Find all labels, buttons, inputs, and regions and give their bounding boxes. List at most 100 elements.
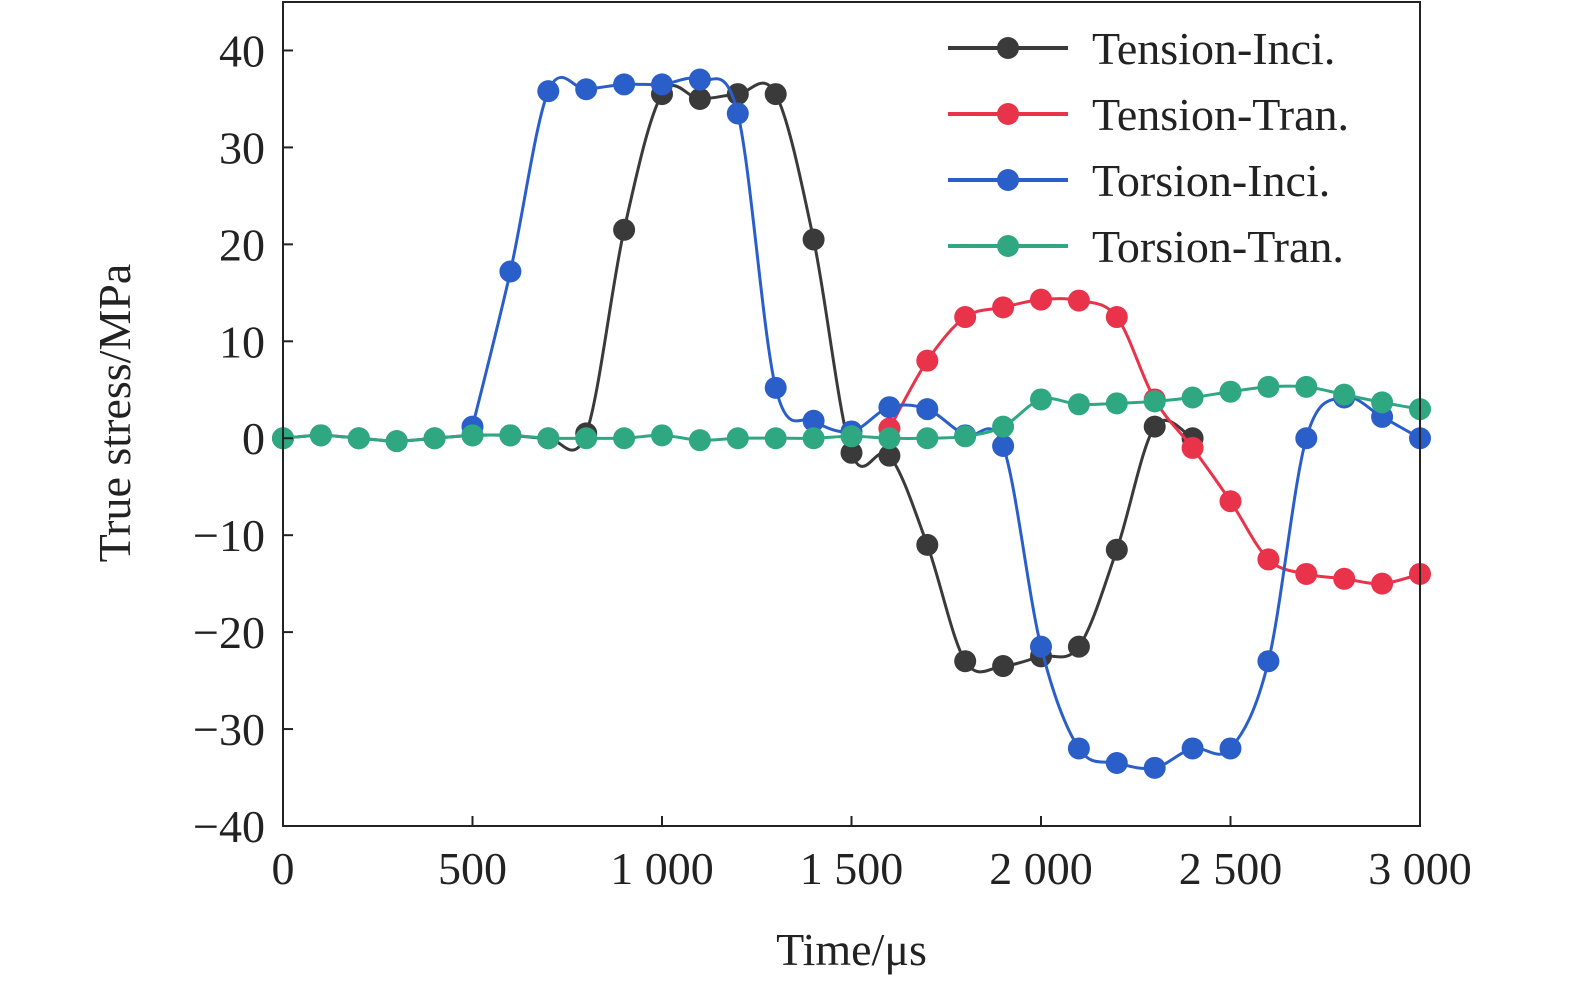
y-tick-label: −20 <box>193 607 265 658</box>
data-point <box>1067 289 1090 312</box>
data-point <box>1105 392 1128 415</box>
legend-label: Tension-Tran. <box>1092 89 1349 140</box>
legend-label: Tension-Inci. <box>1092 23 1335 74</box>
x-tick-label: 0 <box>272 843 295 894</box>
data-point <box>1143 390 1166 413</box>
y-axis-title: True stress/MPa <box>89 264 140 563</box>
x-tick-label: 500 <box>438 843 507 894</box>
data-point <box>764 427 787 450</box>
data-point <box>916 533 939 556</box>
legend-item: Tension-Inci. <box>948 23 1335 74</box>
data-point <box>802 228 825 251</box>
legend-item: Torsion-Tran. <box>948 221 1344 272</box>
y-tick-label: 40 <box>219 25 265 76</box>
data-point <box>1030 288 1052 311</box>
legend-swatch-marker <box>997 235 1019 257</box>
data-point <box>1105 538 1128 561</box>
data-point <box>537 80 560 103</box>
legend-item: Torsion-Inci. <box>948 155 1330 206</box>
y-tick-label: −30 <box>193 704 265 755</box>
x-tick-label: 2 500 <box>1179 843 1283 894</box>
data-point <box>1257 375 1280 398</box>
data-point <box>309 424 332 447</box>
data-point <box>1371 391 1394 414</box>
data-point <box>1067 635 1090 658</box>
data-point <box>1105 751 1128 774</box>
data-point <box>1257 650 1280 673</box>
data-point <box>1105 306 1128 329</box>
data-point <box>1030 635 1052 658</box>
data-point <box>1257 548 1280 571</box>
data-point <box>499 260 522 283</box>
data-point <box>1181 436 1204 459</box>
x-axis: 0 500 1 000 1 500 2 000 2 500 3 000 <box>272 816 1472 894</box>
data-point <box>954 306 977 329</box>
y-tick-label: −40 <box>193 801 265 852</box>
data-point <box>499 424 522 447</box>
series-tension-inci <box>272 81 1204 678</box>
x-tick-label: 2 000 <box>989 843 1093 894</box>
data-point <box>347 427 370 450</box>
data-point <box>726 102 749 125</box>
data-point <box>651 424 673 447</box>
y-axis: −40 −30 −20 −10 0 10 20 30 40 <box>193 25 293 852</box>
data-point <box>954 425 977 448</box>
data-point <box>688 68 711 91</box>
data-point <box>385 430 408 453</box>
data-point <box>916 427 939 450</box>
legend-swatch-marker <box>997 169 1019 191</box>
legend-label: Torsion-Tran. <box>1092 221 1344 272</box>
data-point <box>1219 737 1242 760</box>
data-point <box>651 73 673 96</box>
data-point <box>613 73 636 96</box>
y-tick-label: 0 <box>242 413 265 464</box>
data-point <box>1067 737 1090 760</box>
x-tick-label: 3 000 <box>1368 843 1472 894</box>
data-point <box>613 218 636 241</box>
data-point <box>1219 490 1242 513</box>
data-point <box>764 83 787 106</box>
data-point <box>992 296 1015 319</box>
data-point <box>840 441 863 464</box>
data-point <box>840 425 863 448</box>
x-tick-label: 1 000 <box>610 843 714 894</box>
data-point <box>1333 567 1356 590</box>
series-line <box>282 81 1194 674</box>
data-point <box>688 429 711 452</box>
data-point <box>1295 562 1318 585</box>
data-point <box>1295 427 1318 450</box>
data-point <box>1219 380 1242 403</box>
y-tick-label: −10 <box>193 510 265 561</box>
legend-item: Tension-Tran. <box>948 89 1349 140</box>
data-point <box>1067 393 1090 416</box>
data-point <box>878 444 901 467</box>
y-tick-label: 10 <box>219 316 265 367</box>
data-point <box>802 427 825 450</box>
legend-swatch-marker <box>997 37 1019 59</box>
series-layer <box>272 68 1431 779</box>
data-point <box>992 434 1015 457</box>
data-point <box>688 87 711 110</box>
data-point <box>1030 388 1052 411</box>
legend-swatch-marker <box>997 103 1019 125</box>
data-point <box>764 376 787 399</box>
data-point <box>575 427 598 450</box>
data-point <box>1143 415 1166 438</box>
data-point <box>916 349 939 372</box>
data-point <box>423 427 446 450</box>
data-point <box>878 396 901 419</box>
data-point <box>1371 572 1394 595</box>
data-point <box>954 650 977 673</box>
data-point <box>1143 756 1166 779</box>
data-point <box>802 409 825 432</box>
data-point <box>1181 737 1204 760</box>
data-point <box>992 415 1015 438</box>
data-point <box>878 427 901 450</box>
legend: Tension-Inci. Tension-Tran. Torsion-Inci. T… <box>948 23 1349 272</box>
data-point <box>1333 383 1356 406</box>
data-point <box>537 427 560 450</box>
data-point <box>916 398 939 421</box>
data-point <box>575 78 598 101</box>
y-tick-label: 20 <box>219 219 265 270</box>
